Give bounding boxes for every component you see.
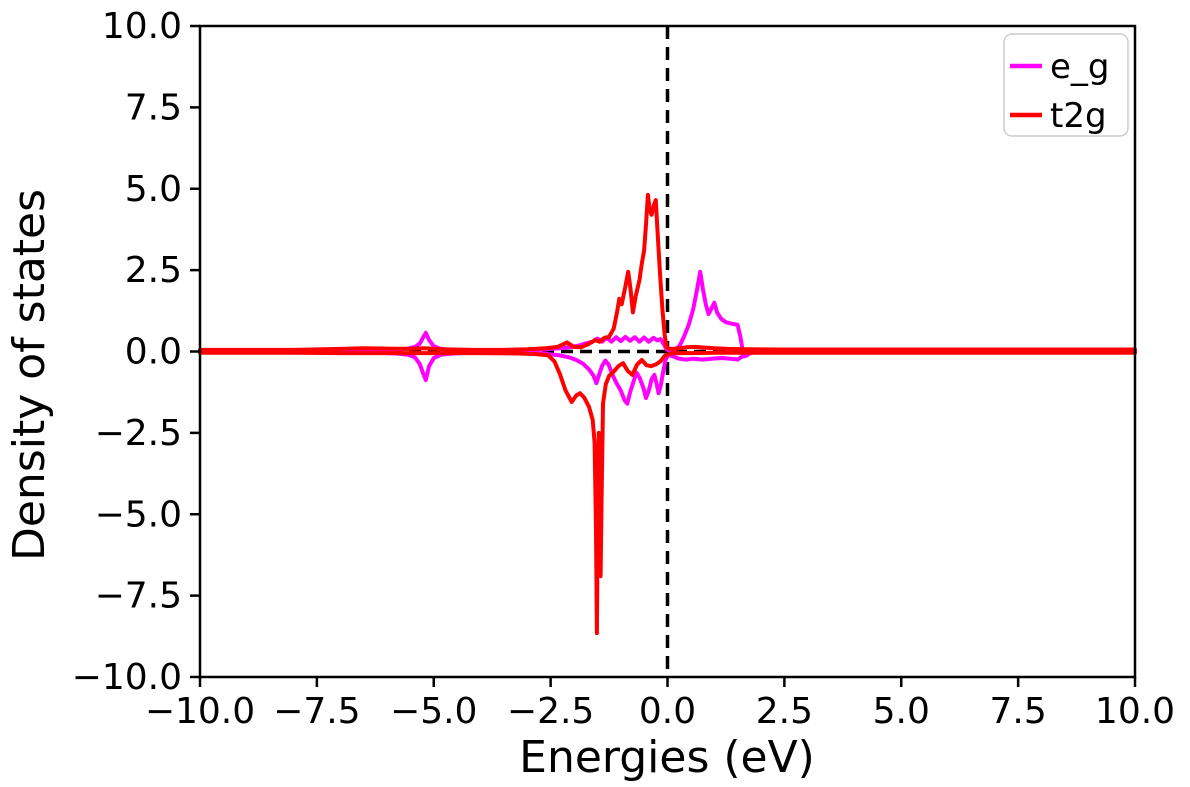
dos-curves [198,192,1137,636]
x-tick-label: −5.0 [390,691,477,732]
t2g-spin-up-curve [198,192,1137,352]
x-axis-ticks: −10.0 −7.5 −5.0 −2.5 0.0 2.5 5.0 7.5 10.0 [145,677,1175,732]
x-tick-label: 5.0 [873,691,930,732]
legend: e_g t2g [1003,33,1129,137]
x-axis-label: Energies (eV) [519,732,815,783]
y-tick-label: 5.0 [125,169,182,210]
x-tick-label: 10.0 [1095,691,1175,732]
x-tick-label: 0.0 [639,691,696,732]
x-tick-label: −7.5 [273,691,360,732]
y-tick-label: −2.5 [95,413,182,454]
legend-label-t2g: t2g [1050,96,1107,136]
legend-label-eg: e_g [1050,47,1110,87]
x-tick-label: −2.5 [507,691,594,732]
x-tick-label: −10.0 [145,691,255,732]
y-axis-ticks: −10.0 −7.5 −5.0 −2.5 0.0 2.5 5.0 7.5 10.0 [72,6,200,698]
legend-box [1003,33,1129,137]
x-tick-label: 7.5 [989,691,1046,732]
y-tick-label: 7.5 [125,87,182,128]
y-tick-label: 0.0 [125,332,182,373]
y-tick-label: −7.5 [95,576,182,617]
y-tick-label: 2.5 [125,250,182,291]
y-tick-label: 10.0 [102,6,182,47]
t2g-spin-down-curve [198,350,1137,636]
y-axis-label: Density of states [4,189,55,561]
e_g-spin-down-curve [198,350,1137,406]
x-tick-label: 2.5 [756,691,813,732]
e_g-spin-up-curve [198,269,1137,359]
y-tick-label: −5.0 [95,494,182,535]
y-tick-label: −10.0 [72,657,182,698]
